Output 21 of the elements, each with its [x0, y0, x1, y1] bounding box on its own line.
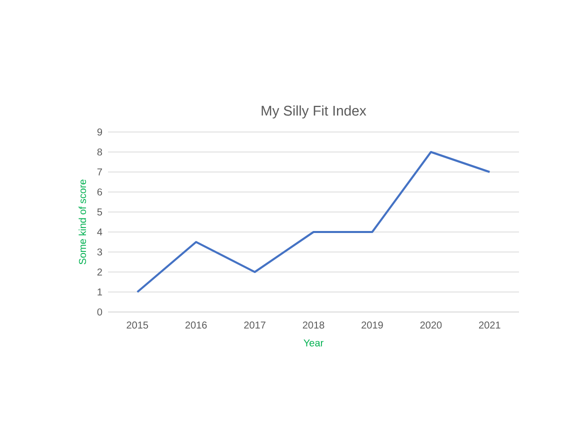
chart-title: My Silly Fit Index — [262, 105, 366, 118]
x-tick-label: 2021 — [479, 322, 500, 329]
x-tick-label: 2019 — [362, 322, 383, 329]
y-tick-label: 6 — [97, 188, 102, 196]
x-tick-label: 2017 — [244, 322, 266, 329]
y-tick-label: 0 — [97, 308, 102, 316]
y-tick-label: 3 — [97, 248, 102, 256]
y-tick-label: 4 — [97, 228, 102, 236]
x-tick-label: 2018 — [302, 322, 324, 329]
y-tick-label: 9 — [97, 128, 102, 136]
y-tick-label: 2 — [97, 268, 102, 276]
y-tick-label: 5 — [97, 208, 102, 216]
x-tick-label: 2016 — [185, 322, 207, 329]
y-axis-title: Some kind of score — [78, 180, 86, 264]
y-tick-label: 7 — [97, 168, 102, 176]
line-series — [136, 150, 491, 293]
x-tick-label: 2020 — [420, 322, 442, 329]
y-tick-label: 8 — [97, 148, 102, 156]
x-tick-label: 2015 — [126, 322, 148, 329]
x-axis-title: Year — [304, 339, 324, 346]
y-tick-label: 1 — [98, 288, 102, 296]
